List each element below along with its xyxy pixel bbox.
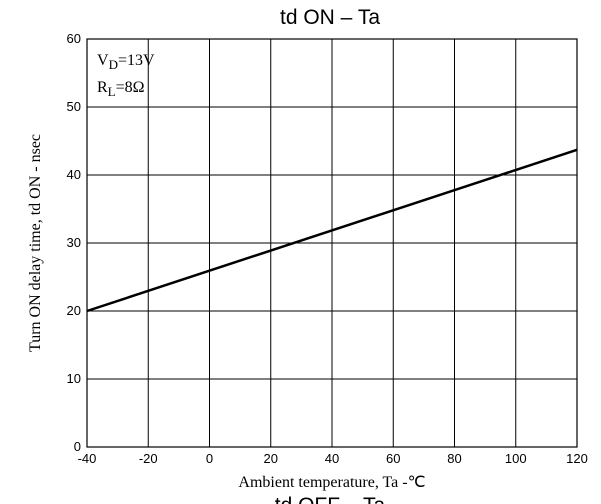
annotation: VD=13V xyxy=(97,52,155,72)
data-line xyxy=(86,148,578,313)
annotation-tail: =13V xyxy=(118,52,155,69)
x-tick-label: 0 xyxy=(206,451,213,466)
y-tick-label: 30 xyxy=(67,235,81,250)
annotation-main: R xyxy=(97,79,108,96)
x-axis-label: Ambient temperature, Ta -℃ xyxy=(238,474,425,491)
x-tick-label: 60 xyxy=(386,451,400,466)
y-tick-label: 10 xyxy=(67,371,81,386)
x-tick-label: 20 xyxy=(264,451,278,466)
x-tick-label: 40 xyxy=(325,451,339,466)
x-tick-label: 120 xyxy=(566,451,588,466)
y-tick-label: 50 xyxy=(67,99,81,114)
annotation-tail: =8Ω xyxy=(116,79,145,96)
annotation: RL=8Ω xyxy=(97,79,145,99)
y-axis-label: Turn ON delay time, td ON - nsec xyxy=(27,134,44,352)
annotation-sub: D xyxy=(109,57,118,72)
chart-title: td ON – Ta xyxy=(280,6,380,29)
x-tick-label: -20 xyxy=(139,451,158,466)
y-tick-label: 60 xyxy=(67,31,81,46)
y-tick-label: 0 xyxy=(74,439,81,454)
x-tick-label: 80 xyxy=(447,451,461,466)
y-tick-label: 40 xyxy=(67,167,81,182)
x-tick-label: -40 xyxy=(78,451,97,466)
annotation-main: V xyxy=(97,52,109,69)
annotation-sub: L xyxy=(108,84,116,99)
next-chart-title: td OFF – Ta xyxy=(275,494,386,504)
y-tick-label: 20 xyxy=(67,303,81,318)
x-tick-label: 100 xyxy=(505,451,527,466)
plot-frame xyxy=(86,38,578,448)
